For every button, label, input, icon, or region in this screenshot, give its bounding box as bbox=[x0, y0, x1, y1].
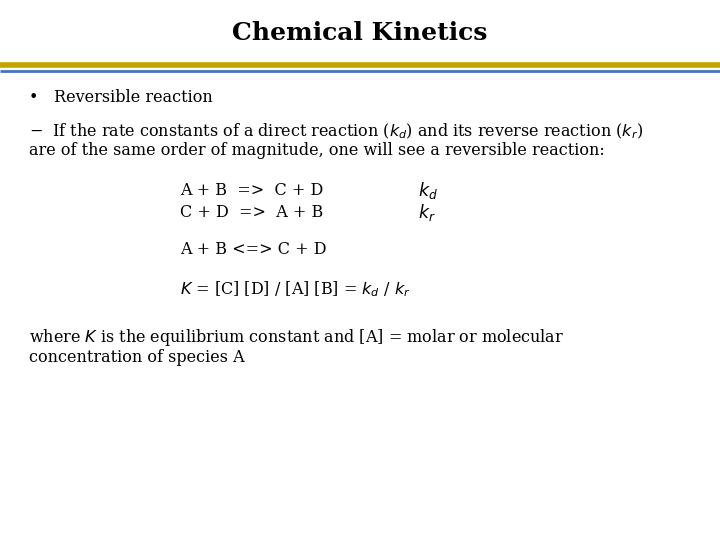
Text: concentration of species A: concentration of species A bbox=[29, 349, 244, 366]
Text: $K$ = [C] [D] / [A] [B] = $k_d$ / $k_r$: $K$ = [C] [D] / [A] [B] = $k_d$ / $k_r$ bbox=[180, 279, 410, 299]
Text: C + D  =>  A + B: C + D => A + B bbox=[180, 204, 323, 221]
Text: •: • bbox=[29, 89, 38, 106]
Text: Reversible reaction: Reversible reaction bbox=[54, 89, 212, 106]
Text: $k_r$: $k_r$ bbox=[418, 202, 436, 222]
Text: A + B <=> C + D: A + B <=> C + D bbox=[180, 241, 326, 258]
Text: Chemical Kinetics: Chemical Kinetics bbox=[233, 22, 487, 45]
Text: where $K$ is the equilibrium constant and [A] = molar or molecular: where $K$ is the equilibrium constant an… bbox=[29, 327, 564, 348]
Text: are of the same order of magnitude, one will see a reversible reaction:: are of the same order of magnitude, one … bbox=[29, 141, 605, 159]
Text: $-$  If the rate constants of a direct reaction ($k_d$) and its reverse reaction: $-$ If the rate constants of a direct re… bbox=[29, 122, 643, 141]
Text: A + B  =>  C + D: A + B => C + D bbox=[180, 181, 323, 199]
Text: $k_d$: $k_d$ bbox=[418, 180, 438, 200]
